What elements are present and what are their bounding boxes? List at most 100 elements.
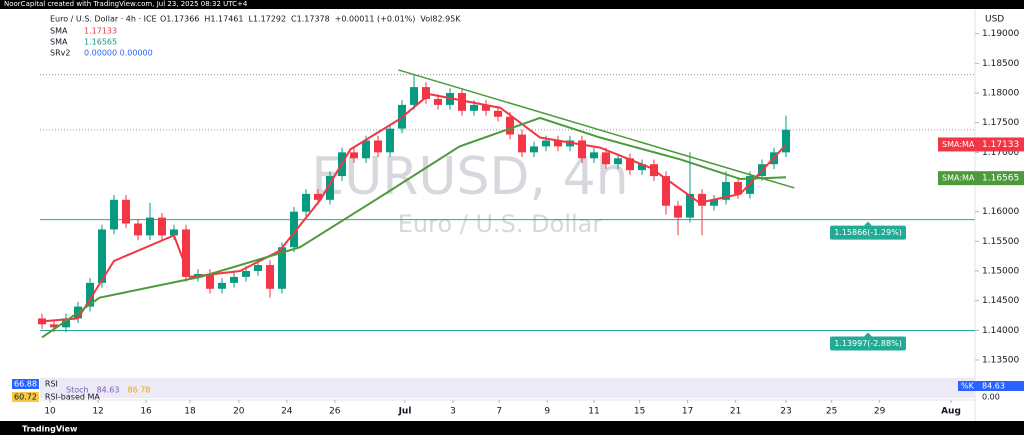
candle-body (290, 211, 298, 248)
candle-body (602, 152, 610, 165)
trendline (398, 69, 795, 189)
x-tick-label: 25 (826, 407, 837, 417)
x-tick-label: 15 (634, 407, 645, 417)
candle-body (734, 182, 742, 194)
oscillator-label: 60.72 (14, 393, 37, 402)
candle-body (350, 152, 358, 159)
level-tag-pointer (864, 221, 872, 226)
candle-body (182, 229, 190, 277)
candle-body (218, 282, 226, 289)
top-bar (0, 0, 1024, 9)
quote: O1.17366 (160, 15, 199, 24)
k-label: %K (961, 382, 975, 391)
k-badge (958, 381, 1024, 391)
y-tick-label: 1.17500 (982, 118, 1019, 128)
candle-body (386, 128, 394, 153)
candle-body (434, 98, 442, 105)
candle-body (506, 116, 514, 135)
candle-body (626, 158, 634, 171)
quote: C1.17378 (291, 15, 330, 24)
quote: Vol82.95K (420, 15, 461, 24)
quote: L1.17292 (249, 15, 287, 24)
candle-body (578, 140, 586, 159)
candle-body (122, 199, 130, 224)
candle-body (710, 199, 718, 206)
credit: NoorCapital created with TradingView.com… (4, 0, 248, 8)
candle-body (554, 140, 562, 147)
y-tick-label: 1.18000 (982, 89, 1019, 99)
oscillator-panel (40, 378, 975, 398)
y-tick-label: 1.17000 (982, 148, 1019, 158)
x-tick-label: 18 (184, 407, 196, 417)
candle-body (266, 265, 274, 289)
x-tick-label: 20 (233, 407, 245, 417)
y-tick-label: 1.15500 (982, 237, 1019, 247)
candle-body (62, 318, 70, 328)
candle-body (674, 205, 682, 218)
candle-body (134, 223, 142, 236)
x-tick-label: 12 (92, 407, 103, 417)
logo: TradingView (22, 425, 78, 434)
indicator-name: SMA (50, 38, 68, 47)
candle-body (110, 199, 118, 230)
candle-body (170, 229, 178, 236)
candle-body (530, 146, 538, 153)
candle-body (482, 104, 490, 111)
oscillator-badge (12, 392, 39, 402)
oscillator-axis: 0.00 (982, 393, 1000, 402)
x-tick-label: 7 (496, 407, 502, 417)
oscillator-label: RSI-based MA (45, 393, 100, 402)
candle-body (230, 276, 238, 283)
x-tick-label: 24 (281, 407, 293, 417)
x-tick-label: 16 (140, 407, 152, 417)
candle-body (302, 193, 310, 212)
currency: USD (985, 15, 1004, 25)
sma-tag-name: SMA:MA (942, 174, 975, 183)
bottom-bar (0, 421, 1024, 435)
candle-body (782, 129, 790, 153)
indicator-name: SMA (50, 27, 68, 36)
candle-body (98, 229, 106, 283)
candle-body (146, 217, 154, 236)
candle-body (686, 193, 694, 218)
oscillator-label: RSI (45, 380, 58, 389)
candle-body (638, 164, 646, 171)
sma-tag-value: 1.17133 (982, 140, 1019, 150)
oscillator-badge (12, 379, 39, 389)
candle-body (494, 110, 502, 117)
candle-body (158, 217, 166, 236)
sma-line (41, 93, 787, 323)
y-tick-label: 1.14000 (982, 326, 1019, 336)
sma-tag (938, 137, 1024, 152)
candle-body (722, 182, 730, 200)
candle-body (362, 140, 370, 159)
level-tag (830, 336, 906, 351)
x-tick-label: 23 (780, 407, 791, 417)
candle-body (662, 176, 670, 206)
candle-body (518, 134, 526, 153)
candle-body (542, 140, 550, 147)
k-value: 84.63 (982, 382, 1005, 391)
indicator-value: 1.16565 (84, 38, 117, 47)
candle-body (410, 87, 418, 105)
sma-line (41, 116, 787, 339)
candle-body (206, 273, 214, 289)
sma-tag (938, 171, 1024, 186)
sma-tag-name: SMA:MA (942, 140, 975, 149)
oscillator-label: 84.63 (97, 386, 120, 395)
watermark: Euro / U.S. Dollar (398, 210, 603, 238)
candle-body (374, 140, 382, 153)
sma-tag-value: 1.16565 (982, 174, 1019, 184)
candle-body (614, 158, 622, 165)
oscillator-label: 66.88 (14, 380, 37, 389)
candle-body (50, 324, 58, 328)
quote: H1.17461 (204, 15, 243, 24)
y-tick-label: 1.16000 (982, 207, 1019, 217)
x-tick-label: Aug (941, 407, 961, 417)
candle-body (422, 87, 430, 99)
x-tick-label: 3 (450, 407, 456, 417)
x-tick-label: 26 (329, 407, 341, 417)
indicator-value: 0.00000 0.00000 (84, 49, 153, 58)
